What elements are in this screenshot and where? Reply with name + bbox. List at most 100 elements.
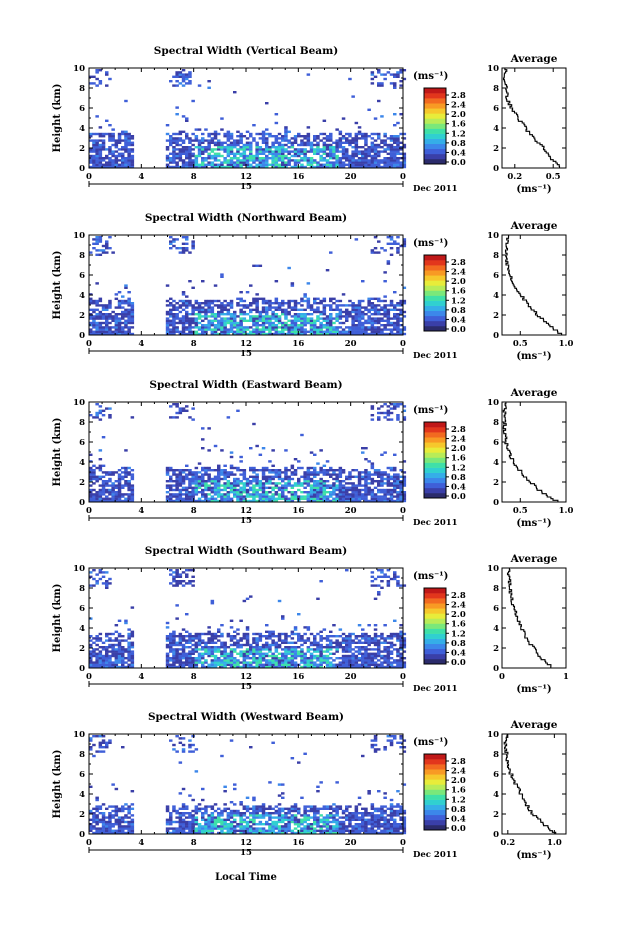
heatmap-cell (111, 482, 115, 485)
heatmap-cell (377, 326, 381, 329)
heatmap-cell (207, 488, 211, 492)
heatmap-cell (297, 152, 301, 155)
heatmap-cell (249, 482, 253, 485)
y-tick-label: 4 (79, 291, 85, 301)
heatmap-cell (255, 657, 259, 660)
heatmap-cell (268, 299, 272, 303)
heatmap-cell (217, 659, 221, 662)
heatmap-cell (393, 304, 397, 307)
heatmap-cell (105, 648, 109, 651)
heatmap-cell (265, 148, 269, 151)
heatmap-cell (258, 328, 263, 331)
heatmap-cell (101, 326, 106, 329)
heatmap-cell (281, 310, 285, 314)
heatmap-cell (188, 416, 192, 419)
heatmap-cell (271, 143, 275, 147)
heatmap-cell (284, 635, 288, 638)
heatmap-cell (89, 75, 93, 78)
heatmap-cell (239, 495, 243, 498)
heatmap-cell (204, 495, 208, 498)
heatmap-cell (249, 657, 253, 660)
heatmap-cell (175, 152, 179, 155)
heatmap-cell (229, 135, 234, 138)
heatmap-cell (297, 632, 301, 636)
heatmap-cell (111, 128, 115, 131)
heatmap-cell (236, 409, 240, 412)
heatmap-cell (121, 475, 125, 478)
heatmap-cell (281, 495, 285, 498)
heatmap-cell (284, 165, 288, 169)
heatmap-cell (188, 163, 192, 166)
heatmap-cell (169, 304, 173, 307)
heatmap-cell (370, 313, 375, 316)
heatmap-cell (172, 632, 176, 636)
heatmap-cell (210, 315, 215, 318)
heatmap-cell (354, 135, 359, 138)
heatmap-cell (319, 324, 323, 327)
heatmap-cell (258, 310, 263, 314)
heatmap-cell (204, 632, 208, 636)
heatmap-cell (380, 313, 384, 316)
heatmap-cell (111, 484, 115, 487)
heatmap-cell (370, 251, 375, 254)
heatmap-cell (175, 80, 179, 83)
heatmap-cell (393, 240, 397, 243)
heatmap-cell (265, 132, 269, 136)
heatmap-cell (220, 275, 224, 278)
heatmap-cell (105, 73, 109, 76)
heatmap-cell (265, 308, 269, 311)
heatmap-cell (181, 165, 186, 169)
heatmap-cell (229, 302, 234, 305)
profile-y-tick-label: 10 (487, 398, 499, 408)
heatmap-cell (367, 475, 371, 478)
heatmap-cell (175, 321, 179, 325)
heatmap-cell (261, 308, 266, 311)
heatmap-cell (207, 665, 211, 669)
profile-frame (501, 234, 567, 336)
heatmap-cell (117, 332, 122, 336)
heatmap-cell (226, 132, 231, 136)
heatmap-cell (92, 163, 96, 166)
heatmap-cell (172, 330, 176, 333)
heatmap-cell (325, 143, 330, 147)
heatmap-cell (121, 639, 125, 642)
heatmap-cell (313, 482, 317, 485)
heatmap-cell (210, 632, 215, 636)
heatmap-cell (348, 475, 352, 478)
heatmap-cell (383, 482, 387, 485)
heatmap-cell (261, 132, 266, 136)
heatmap-cell (249, 646, 253, 649)
heatmap-cell (367, 150, 371, 153)
heatmap-cell (322, 297, 327, 300)
heatmap-cell (178, 637, 183, 640)
heatmap-cell (223, 488, 227, 492)
heatmap-cell (236, 302, 240, 305)
heatmap-cell (274, 159, 279, 162)
heatmap-cell (396, 480, 400, 483)
heatmap-cell (108, 582, 112, 585)
heatmap-cell (188, 484, 192, 487)
heatmap-cell (117, 139, 122, 142)
heatmap-cell (178, 321, 183, 325)
heatmap-cell (114, 297, 119, 300)
heatmap-cell (111, 251, 115, 254)
heatmap-cell (354, 148, 359, 151)
heatmap-cell (357, 657, 362, 660)
heatmap-cell (389, 152, 394, 155)
heatmap-cell (319, 163, 323, 166)
heatmap-cell (313, 499, 317, 503)
heatmap-cell (277, 663, 282, 666)
heatmap-cell (101, 139, 106, 142)
heatmap-cell (239, 665, 243, 669)
heatmap-cell (281, 665, 285, 669)
heatmap-cell (204, 304, 208, 307)
heatmap-cell (111, 152, 115, 155)
heatmap-cell (271, 497, 275, 500)
heatmap-cell (181, 317, 186, 320)
heatmap-cell (261, 150, 266, 153)
heatmap-cell (354, 469, 359, 472)
heatmap-cell (252, 317, 256, 320)
heatmap-cell (220, 326, 224, 329)
heatmap-cell (345, 137, 349, 140)
heatmap-cell (338, 466, 343, 470)
